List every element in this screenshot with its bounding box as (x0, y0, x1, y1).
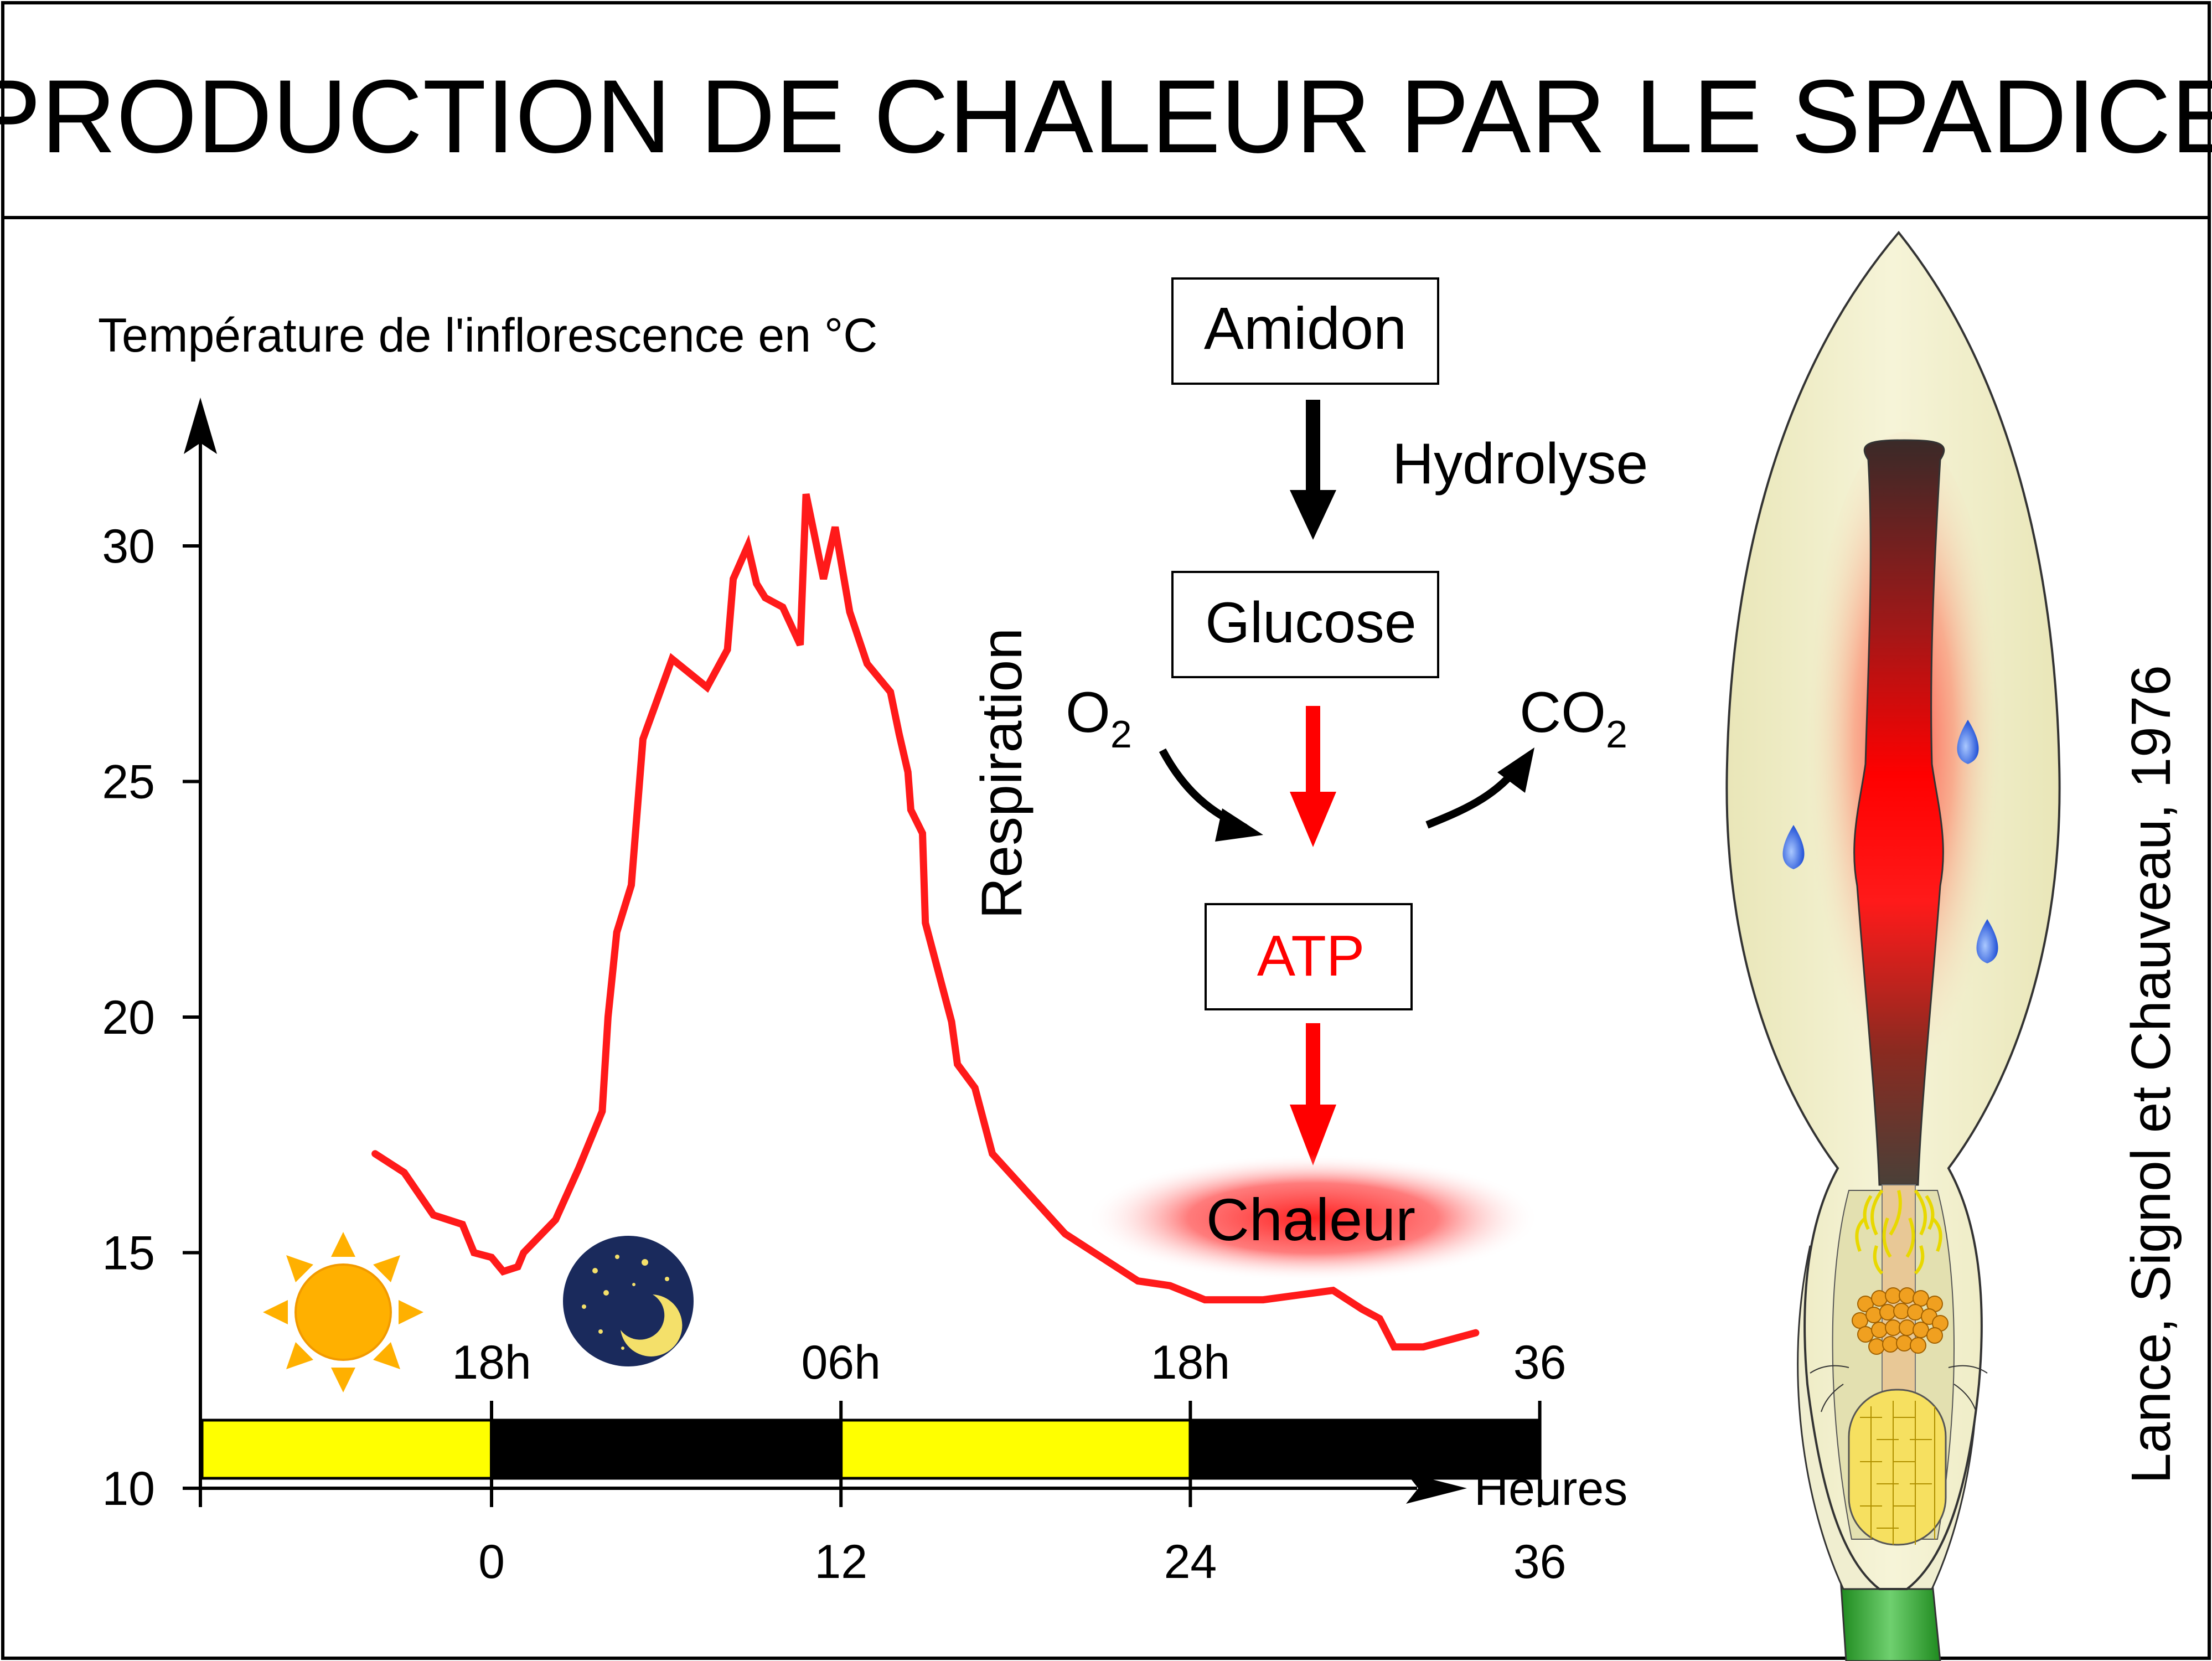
bar-segment-night-1 (490, 1418, 843, 1480)
clock-label: 18h (1151, 1336, 1231, 1389)
sun-icon (263, 1232, 423, 1392)
y-tick-label: 20 (102, 991, 155, 1044)
hydrolyse-label: Hydrolyse (1392, 432, 1648, 496)
amidon-box (1171, 277, 1439, 385)
x-tick-label: 0 (478, 1535, 505, 1588)
female-flowers (1848, 1389, 1947, 1546)
bar-segment-day-0 (200, 1418, 493, 1480)
respiration-label: Respiration (970, 628, 1034, 919)
moon-icon (563, 1236, 694, 1366)
x-tick-label: 36 (1513, 1535, 1567, 1588)
y-tick-label: 30 (102, 520, 155, 573)
credit-label: Lance, Signol et Chauveau, 1976 (2120, 665, 2182, 1484)
hydrolyse-arrowhead-icon (1290, 490, 1336, 540)
axis-ticks: 10 15 20 25 30 0 12 24 36 18h 06h 18h 36 (102, 520, 1566, 1588)
clock-label: 18h (452, 1336, 531, 1389)
atp-box (1205, 903, 1413, 1010)
glucose-box (1171, 571, 1439, 678)
y-axis-label: Température de l'inflorescence en °C (98, 309, 877, 362)
y-axis-arrow-icon (184, 398, 217, 454)
o2-label: O2 (1066, 680, 1132, 756)
x-tick-label: 12 (814, 1535, 867, 1588)
glucose-label: Glucose (1205, 591, 1417, 655)
heat-glow (1086, 1154, 1540, 1282)
day-night-bar (200, 1418, 1542, 1480)
amidon-label: Amidon (1204, 295, 1407, 362)
y-tick-label: 25 (102, 756, 155, 809)
atp-heat-arrowhead-icon (1290, 1105, 1336, 1165)
title: PRODUCTION DE CHALEUR PAR LE SPADICE (0, 58, 2212, 174)
co2-arrowhead-icon (1497, 747, 1534, 793)
glucose-atp-arrowhead-icon (1290, 792, 1336, 847)
atp-label: ATP (1257, 924, 1365, 988)
x-axis-arrow-icon (1406, 1473, 1467, 1504)
co2-label: CO2 (1520, 680, 1627, 756)
y-tick-label: 10 (102, 1462, 155, 1515)
temperature-series-line (371, 493, 1480, 1351)
water-drop-icon (1957, 720, 1979, 764)
x-axis-label: Heures (1474, 1462, 1627, 1515)
water-drop-icon (1976, 919, 1998, 963)
water-drop-icon (1782, 825, 1805, 869)
clock-label: 06h (801, 1336, 881, 1389)
o2-arrowhead-icon (1215, 808, 1263, 842)
chaleur-label: Chaleur (1206, 1186, 1415, 1253)
temperature-chart: 10 15 20 25 30 0 12 24 36 18h 06h 18h 36 Température… (98, 309, 1627, 1588)
bar-segment-day-2 (839, 1418, 1192, 1480)
spadix-appendix (1853, 439, 1945, 1186)
y-tick-label: 15 (102, 1227, 155, 1280)
male-flowers (1852, 1287, 1949, 1355)
metabolic-pathway: Amidon Hydrolyse Glucose Respiration O2 … (970, 277, 1648, 1282)
temperature-curve (371, 493, 1480, 1351)
arum-spadix-illustration (1725, 230, 2061, 1661)
clock-label: 36 (1513, 1336, 1567, 1389)
stem (1839, 1577, 1941, 1661)
x-tick-label: 24 (1164, 1535, 1217, 1588)
